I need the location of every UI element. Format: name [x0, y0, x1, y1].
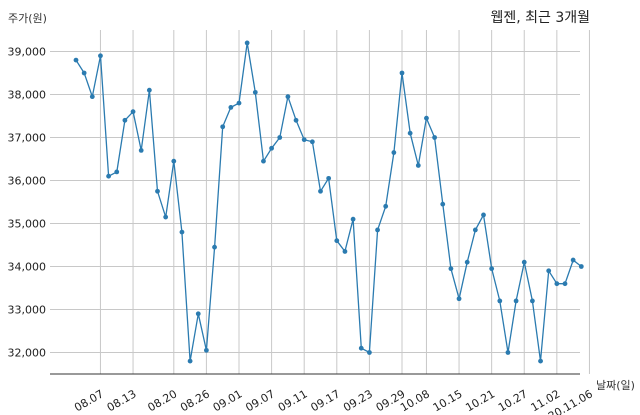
data-point: [106, 173, 111, 179]
data-point: [481, 212, 486, 218]
y-tick-label: 35,000: [8, 218, 47, 231]
data-point: [505, 350, 511, 355]
data-point: [472, 227, 478, 233]
data-point: [334, 238, 340, 244]
data-point: [358, 345, 364, 351]
data-point: [114, 169, 120, 175]
data-point: [530, 298, 535, 304]
data-point: [269, 145, 274, 151]
data-point: [464, 259, 470, 265]
data-point: [122, 117, 128, 123]
price-line: [75, 42, 582, 362]
data-point: [513, 298, 519, 304]
data-point: [228, 105, 234, 110]
data-point: [301, 137, 307, 143]
data-point: [81, 70, 87, 76]
x-tick-label: 10.27: [496, 387, 530, 414]
data-point: [171, 158, 177, 164]
data-point: [130, 109, 136, 115]
data-point: [391, 150, 397, 155]
data-point: [562, 281, 568, 287]
x-axis-title: 날짜(일): [596, 378, 635, 392]
data-point: [570, 257, 576, 263]
data-point: [212, 244, 217, 250]
data-point: [407, 130, 413, 136]
x-tick-label: 09.07: [243, 387, 277, 414]
data-point: [521, 259, 527, 265]
data-point: [367, 350, 372, 355]
data-point: [318, 188, 323, 194]
data-point: [309, 139, 315, 145]
data-point: [98, 53, 103, 59]
data-point: [554, 281, 560, 287]
data-point: [538, 358, 543, 364]
x-tick-label: 08.26: [178, 387, 212, 414]
data-point: [236, 100, 242, 106]
y-tick-label: 39,000: [8, 46, 47, 59]
y-tick-label: 34,000: [8, 261, 47, 274]
data-point: [489, 266, 495, 272]
x-tick-label: 09.11: [276, 387, 310, 414]
data-point: [546, 268, 552, 274]
data-point: [440, 201, 446, 207]
data-point: [155, 188, 160, 194]
x-tick-label: 10.15: [431, 387, 465, 414]
data-point: [399, 70, 405, 76]
data-point: [415, 163, 421, 168]
data-point: [204, 347, 209, 353]
data-point: [187, 358, 193, 364]
data-point: [350, 216, 356, 222]
x-tick-label: 09.01: [211, 387, 245, 414]
y-tick-label: 32,000: [8, 347, 47, 360]
x-tick-label: 08.20: [146, 387, 180, 414]
y-tick-label: 38,000: [8, 89, 47, 102]
chart-title: 웹젠, 최근 3개월: [490, 10, 590, 26]
data-point: [73, 57, 79, 63]
data-point: [497, 298, 503, 304]
data-point: [424, 115, 429, 121]
price-series: [73, 40, 584, 364]
data-point: [277, 135, 283, 140]
y-tick-label: 37,000: [8, 132, 47, 145]
data-point: [146, 87, 152, 93]
data-point: [244, 40, 250, 46]
data-point: [293, 117, 299, 123]
x-tick-label: 08.07: [72, 387, 106, 414]
x-tick-label: 09.23: [341, 387, 375, 414]
data-point: [432, 135, 437, 140]
data-point: [578, 264, 584, 269]
data-point: [138, 148, 144, 153]
data-point: [383, 203, 389, 209]
tick-labels: 32,000 33,000 34,000 35,000 36,000 37,000 38,0…: [8, 46, 595, 415]
x-tick-label: 09.17: [309, 387, 343, 414]
data-point: [195, 311, 201, 317]
data-point: [342, 249, 348, 254]
data-point: [326, 175, 332, 181]
x-tick-label: 10.21: [463, 387, 497, 414]
data-point: [285, 94, 291, 100]
data-point: [261, 158, 266, 164]
grid: [50, 30, 590, 374]
y-tick-label: 33,000: [8, 304, 47, 317]
data-point: [163, 214, 169, 220]
y-axis-title: 주가(원): [8, 12, 47, 25]
data-point: [375, 227, 380, 233]
x-tick-label: 08.13: [105, 387, 139, 414]
data-point: [252, 89, 258, 95]
data-point: [220, 124, 226, 130]
data-point: [89, 94, 95, 100]
y-tick-label: 36,000: [8, 175, 47, 188]
data-point: [448, 266, 454, 272]
data-point: [456, 296, 462, 302]
data-point: [179, 229, 185, 235]
